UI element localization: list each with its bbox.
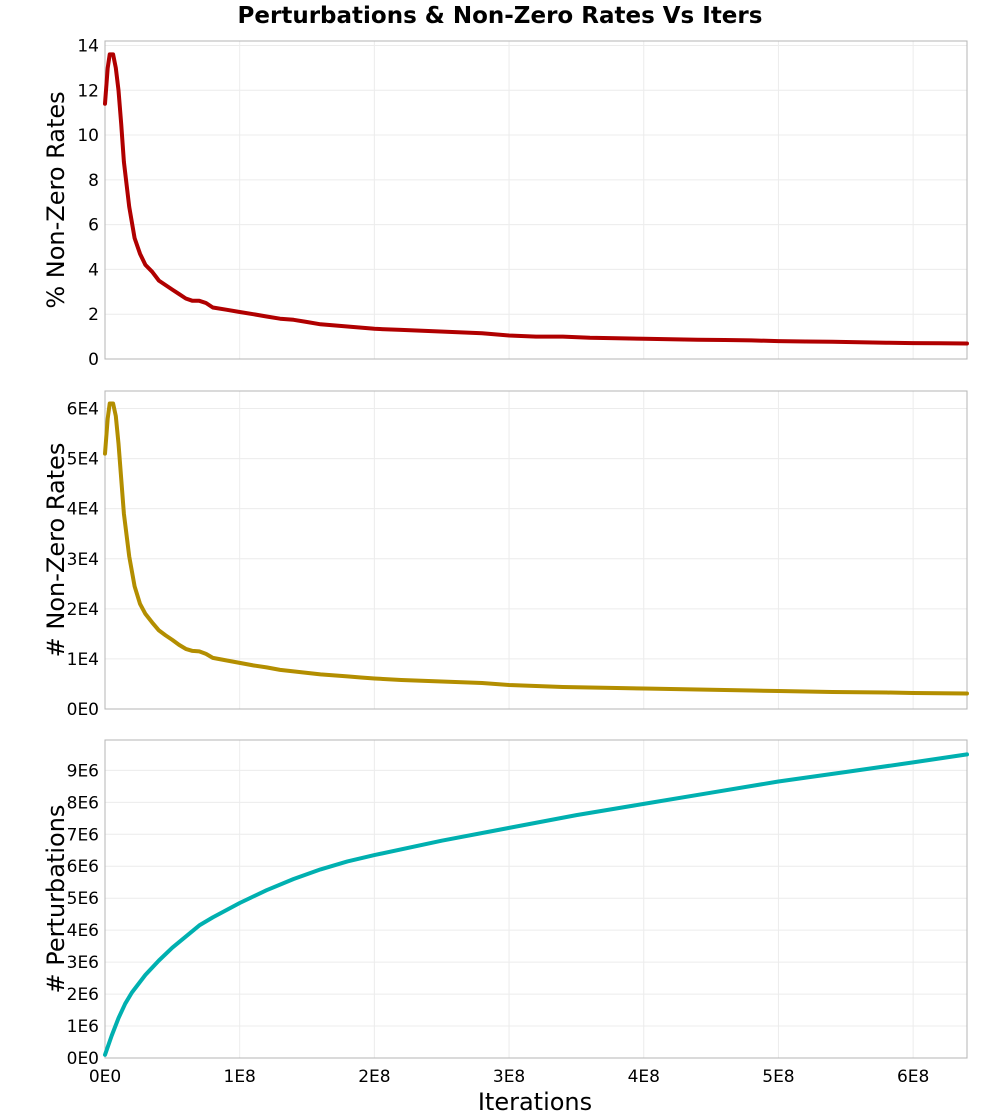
- y-tick-label: 2: [88, 305, 99, 325]
- y-tick-label: 14: [77, 36, 99, 56]
- y-tick-label: 6E6: [67, 857, 99, 877]
- y-tick-label: 8: [88, 171, 99, 191]
- plot-frame: [104, 390, 968, 710]
- x-tick-label: 0E0: [89, 1067, 121, 1087]
- chart-title: Perturbations & Non-Zero Rates Vs Iters: [238, 3, 763, 29]
- x-tick-label: 4E8: [628, 1067, 660, 1087]
- y-tick-label: 4E6: [67, 921, 99, 941]
- x-tick-label: 3E8: [493, 1067, 525, 1087]
- y-tick-label: 1E4: [67, 650, 99, 670]
- chart-panels: 0 2 4 6 8 10 12 14 % Non-Zero Rates 0E0 1E4 2E4 3E4 4…: [42, 36, 969, 1069]
- series-line: [103, 752, 969, 1057]
- y-tick-label: 8E6: [67, 793, 99, 813]
- y-tick-label: 6: [88, 216, 99, 236]
- y-tick-label: 6E4: [67, 400, 99, 420]
- y-tick-label: 3E6: [67, 953, 99, 973]
- y-tick-label: 5E4: [67, 450, 99, 470]
- y-tick-label: 4E4: [67, 500, 99, 520]
- y-tick-label: 10: [77, 126, 99, 146]
- y-tick-label: 3E4: [67, 550, 99, 570]
- x-tick-label: 6E8: [897, 1067, 929, 1087]
- y-tick-label: 0E0: [67, 700, 99, 720]
- panel-2: 0E0 1E4 2E4 3E4 4E4 5E4 6E4 # Non-Zero Rates: [42, 390, 969, 720]
- y-tick-label: 0: [88, 350, 99, 370]
- plot-frame: [104, 40, 968, 360]
- y-axis-label: % Non-Zero Rates: [42, 91, 70, 308]
- x-tick-label: 5E8: [762, 1067, 794, 1087]
- y-tick-label: 2E6: [67, 985, 99, 1005]
- y-tick-label: 12: [77, 81, 99, 101]
- x-axis-label: Iterations: [478, 1088, 592, 1116]
- y-tick-label: 0E0: [67, 1049, 99, 1069]
- y-tick-label: 1E6: [67, 1017, 99, 1037]
- y-tick-label: 2E4: [67, 600, 99, 620]
- y-tick-label: 4: [88, 260, 99, 280]
- y-axis-label: # Non-Zero Rates: [42, 443, 70, 658]
- y-axis-label: # Perturbations: [42, 805, 70, 994]
- y-tick-label: 7E6: [67, 825, 99, 845]
- panel-3: 0E0 1E6 2E6 3E6 4E6 5E6 6E6 7E6 8E6 9E6 # Perturba…: [42, 739, 969, 1069]
- plot-frame: [104, 739, 968, 1059]
- x-tick-label: 2E8: [358, 1067, 390, 1087]
- series-line: [103, 52, 969, 346]
- panel-1: 0 2 4 6 8 10 12 14 % Non-Zero Rates: [42, 36, 969, 370]
- series-line: [103, 401, 969, 696]
- y-tick-label: 9E6: [67, 761, 99, 781]
- y-tick-label: 5E6: [67, 889, 99, 909]
- x-axis: 0E0 1E8 2E8 3E8 4E8 5E8 6E8: [89, 1067, 930, 1087]
- x-tick-label: 1E8: [224, 1067, 256, 1087]
